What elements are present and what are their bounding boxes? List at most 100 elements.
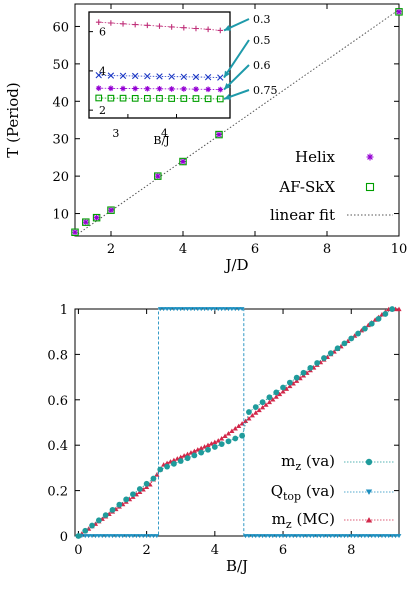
mz-va-point	[218, 441, 225, 448]
inset-data-point	[107, 94, 115, 102]
mz-mc-point	[270, 397, 276, 402]
inset-data-point	[180, 73, 187, 80]
data-point-helix	[82, 218, 89, 226]
inset-data-point	[205, 26, 211, 33]
mz-va-point	[136, 486, 143, 492]
legend-swatch	[365, 489, 373, 495]
qtop-point	[116, 534, 122, 539]
mz-mc-point	[171, 457, 177, 463]
inset-data-point	[132, 21, 138, 28]
y-tick-label: 0.4	[47, 439, 68, 454]
qtop-point	[140, 534, 146, 539]
inset-data-point	[119, 94, 127, 102]
qtop-point	[314, 534, 320, 539]
qtop-point	[188, 307, 194, 312]
y-tick-label: 0.8	[47, 348, 68, 363]
mz-mc-point	[144, 484, 150, 490]
x-tick-label: 4	[211, 543, 219, 558]
qtop-point	[120, 534, 126, 539]
qtop-point	[386, 534, 392, 539]
qtop-point	[331, 534, 337, 539]
mz-va-point	[82, 527, 89, 534]
inset-data-point	[217, 74, 224, 81]
qtop-point	[168, 307, 173, 312]
inset-data-point	[119, 72, 127, 79]
qtop-point	[113, 534, 119, 539]
y-tick-label: 40	[52, 95, 69, 110]
mz-va-point	[157, 466, 164, 473]
mz-va-point	[334, 345, 341, 352]
qtop-point	[253, 534, 259, 539]
inset-data-point	[95, 85, 102, 91]
mz-va-point	[389, 306, 396, 312]
bottom-chart: 0 2 4 6 8 0 0.2 0.4 0.6 0.8 1 B/J mz (va) Qtop (va) mz…	[47, 303, 402, 575]
mz-va-point	[109, 506, 116, 513]
qtop-point	[178, 307, 184, 312]
qtop-point	[263, 534, 269, 539]
qtop-point	[260, 534, 265, 539]
inset-y-tick-label: 6	[99, 26, 106, 39]
qtop-point	[161, 307, 167, 312]
inset-data-point	[156, 73, 163, 80]
y-tick-label: 0	[60, 530, 68, 545]
mz-mc-point	[294, 378, 300, 383]
inset-data-point	[216, 95, 224, 103]
mz-va-point	[177, 458, 184, 464]
qtop-point	[82, 534, 88, 539]
annotation-arrowhead	[224, 93, 231, 100]
inset-data-point	[217, 86, 224, 93]
qtop-point	[280, 534, 286, 539]
qtop-point	[307, 534, 313, 539]
inset-data-point	[120, 20, 126, 27]
qtop-point	[123, 534, 129, 539]
x-tick-label: 10	[391, 242, 408, 257]
qtop-point	[249, 534, 255, 539]
inset-data-point	[120, 85, 126, 92]
qtop-point	[144, 534, 150, 539]
linear-fit-line	[74, 9, 400, 237]
qtop-point	[171, 307, 177, 312]
x-axis-label: J/D	[223, 256, 248, 274]
inset-data-point	[192, 95, 200, 102]
data-point-helix	[93, 214, 100, 221]
mz-va-point	[314, 360, 321, 366]
data-point-helix	[154, 172, 161, 180]
mz-va-point	[341, 340, 348, 347]
qtop-point	[93, 534, 98, 539]
annotation-label: 0.3	[253, 13, 271, 26]
x-axis-label: B/J	[226, 557, 248, 575]
inset-data-point	[168, 86, 175, 92]
inset-data-point	[144, 72, 151, 80]
inset-data-point	[95, 72, 102, 79]
qtop-point	[345, 534, 351, 539]
mz-mc-point	[253, 410, 259, 415]
inset-data-point	[144, 85, 151, 92]
qtop-point	[239, 307, 245, 312]
inset-y-tick-label: 4	[99, 65, 106, 78]
data-point-af-skx	[395, 8, 403, 16]
inset-data-point	[168, 73, 175, 80]
qtop-point	[246, 534, 252, 539]
inset-data-point	[193, 25, 199, 32]
x-tick-label: 8	[347, 543, 355, 558]
qtop-point	[359, 534, 364, 539]
qtop-point	[338, 534, 344, 539]
legend-swatch	[366, 153, 374, 161]
mz-mc-point	[195, 447, 201, 452]
mz-mc-point	[229, 428, 235, 433]
mz-va-point	[95, 517, 102, 524]
mz-va-point	[171, 460, 177, 467]
legend-swatch	[365, 458, 373, 466]
data-point-af-skx	[107, 206, 115, 214]
data-point-helix	[395, 8, 403, 16]
annotation-arrowhead	[224, 82, 231, 90]
legend-label: mz (va)	[281, 452, 335, 473]
mz-mc-point	[242, 418, 249, 423]
mz-mc-point	[246, 416, 252, 421]
qtop-point	[103, 534, 109, 539]
qtop-point	[236, 307, 242, 312]
inset-x-tick-label: 4	[161, 127, 168, 140]
annotation-arrow	[223, 39, 250, 79]
mz-va-point	[273, 389, 280, 396]
mz-va-point	[123, 496, 130, 503]
